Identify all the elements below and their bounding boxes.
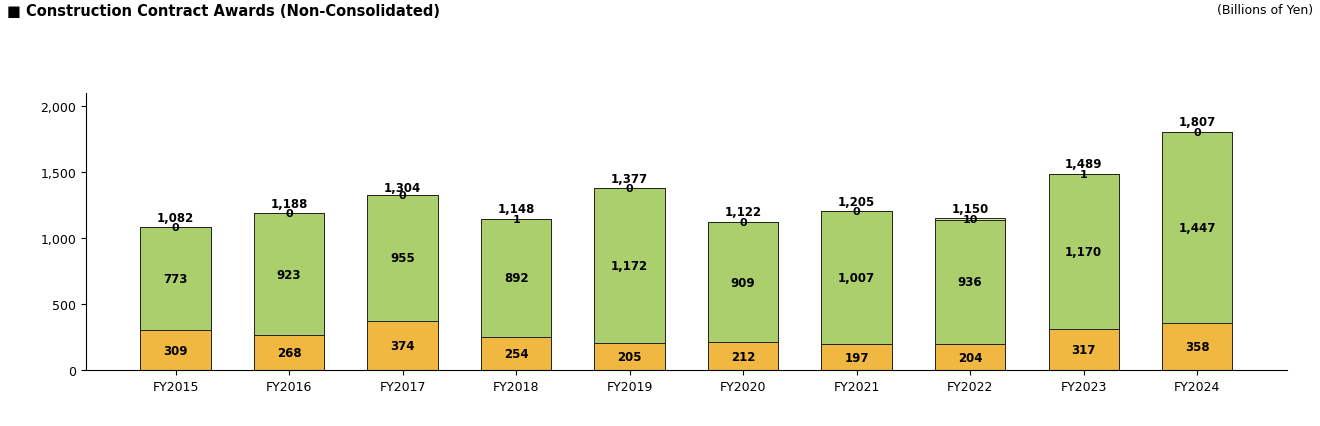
Text: (Billions of Yen): (Billions of Yen) bbox=[1217, 4, 1313, 17]
Text: 309: 309 bbox=[164, 344, 187, 357]
Bar bbox=[821, 345, 892, 371]
Bar bbox=[253, 335, 325, 371]
Text: 773: 773 bbox=[164, 273, 187, 285]
Text: 317: 317 bbox=[1072, 343, 1096, 356]
Bar bbox=[935, 220, 1006, 344]
Text: 0: 0 bbox=[1193, 128, 1201, 138]
Text: 268: 268 bbox=[277, 346, 301, 360]
Bar bbox=[1162, 323, 1233, 371]
Text: 1,807: 1,807 bbox=[1179, 116, 1216, 129]
Text: 1,148: 1,148 bbox=[498, 203, 535, 216]
Text: 374: 374 bbox=[391, 340, 414, 352]
Bar bbox=[708, 223, 779, 343]
Bar bbox=[935, 344, 1006, 371]
Bar bbox=[1048, 329, 1119, 371]
Text: 1,377: 1,377 bbox=[611, 173, 648, 185]
Text: 197: 197 bbox=[845, 351, 869, 364]
Bar bbox=[1162, 132, 1233, 323]
Legend: Domestic − Public, Domestic − Private, Overseas: Domestic − Public, Domestic − Private, O… bbox=[397, 0, 808, 7]
Bar bbox=[367, 321, 438, 371]
Bar bbox=[480, 219, 552, 337]
Text: 1,007: 1,007 bbox=[838, 272, 875, 285]
Text: 1,172: 1,172 bbox=[611, 260, 648, 273]
Bar bbox=[140, 228, 211, 330]
Text: 0: 0 bbox=[399, 190, 407, 200]
Bar bbox=[253, 213, 325, 335]
Text: 1,447: 1,447 bbox=[1179, 222, 1216, 234]
Bar bbox=[594, 344, 665, 371]
Text: 1,304: 1,304 bbox=[384, 182, 421, 195]
Text: 892: 892 bbox=[504, 272, 528, 285]
Text: 936: 936 bbox=[958, 276, 982, 288]
Text: 1,188: 1,188 bbox=[271, 197, 308, 210]
Bar bbox=[594, 189, 665, 344]
Text: ■ Construction Contract Awards (Non-Consolidated): ■ Construction Contract Awards (Non-Cons… bbox=[7, 4, 440, 19]
Text: 1,205: 1,205 bbox=[838, 195, 875, 208]
Text: 254: 254 bbox=[504, 347, 528, 360]
Text: 1,489: 1,489 bbox=[1065, 158, 1102, 170]
Text: 923: 923 bbox=[277, 268, 301, 281]
Text: 909: 909 bbox=[731, 276, 755, 289]
Text: 1,150: 1,150 bbox=[952, 202, 989, 215]
Bar bbox=[821, 212, 892, 345]
Bar bbox=[367, 196, 438, 321]
Bar bbox=[1048, 175, 1119, 329]
Bar bbox=[140, 330, 211, 371]
Bar bbox=[480, 337, 552, 371]
Text: 1: 1 bbox=[512, 214, 520, 225]
Text: 0: 0 bbox=[285, 209, 293, 219]
Bar bbox=[935, 219, 1006, 220]
Text: 0: 0 bbox=[853, 207, 861, 217]
Text: 0: 0 bbox=[172, 223, 180, 233]
Bar bbox=[708, 343, 779, 371]
Text: 955: 955 bbox=[391, 252, 414, 265]
Text: 1,082: 1,082 bbox=[157, 211, 194, 224]
Text: 10: 10 bbox=[962, 215, 978, 225]
Text: 1,122: 1,122 bbox=[725, 206, 762, 219]
Text: 1,170: 1,170 bbox=[1065, 245, 1102, 258]
Text: 0: 0 bbox=[739, 218, 747, 228]
Text: 204: 204 bbox=[958, 351, 982, 364]
Text: 0: 0 bbox=[626, 184, 634, 194]
Text: 358: 358 bbox=[1185, 340, 1209, 354]
Text: 212: 212 bbox=[731, 350, 755, 363]
Text: 1: 1 bbox=[1080, 170, 1088, 179]
Text: 205: 205 bbox=[618, 351, 642, 363]
